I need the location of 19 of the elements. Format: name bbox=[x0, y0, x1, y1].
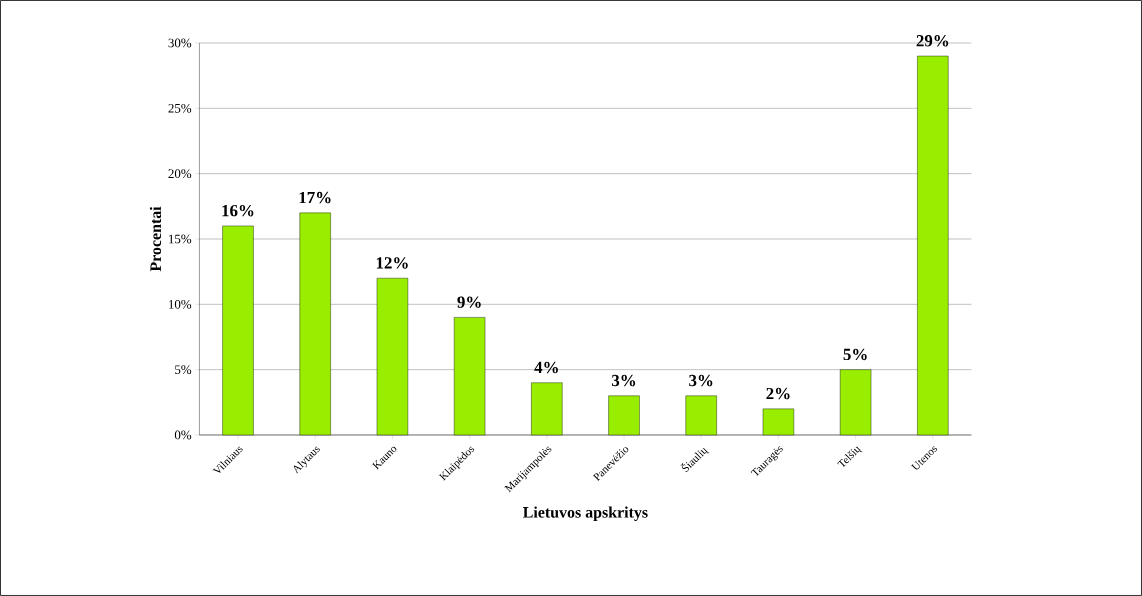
data-label: 29% bbox=[916, 35, 949, 47]
y-tick-label: 15% bbox=[169, 234, 192, 244]
data-label: 16% bbox=[222, 204, 254, 217]
y-tick-label: 5% bbox=[175, 365, 192, 375]
y-tick-label: 0% bbox=[174, 430, 192, 440]
data-label: 17% bbox=[299, 191, 331, 204]
y-tick-label: 10% bbox=[169, 299, 192, 309]
data-label: 2% bbox=[766, 387, 790, 400]
y-tick-label: 30% bbox=[168, 38, 192, 48]
data-label: 12% bbox=[376, 257, 408, 269]
data-label: 4% bbox=[534, 361, 558, 374]
data-label: 3% bbox=[611, 374, 636, 387]
y-tick-label: 25% bbox=[168, 103, 192, 113]
data-label: 5% bbox=[843, 348, 867, 361]
data-label: 3% bbox=[689, 374, 713, 387]
x-axis-title: Lietuvos apskritys bbox=[523, 506, 648, 521]
data-label: 9% bbox=[457, 296, 481, 308]
y-axis-title: Procentai bbox=[149, 206, 162, 272]
y-tick-label: 20% bbox=[168, 169, 192, 179]
